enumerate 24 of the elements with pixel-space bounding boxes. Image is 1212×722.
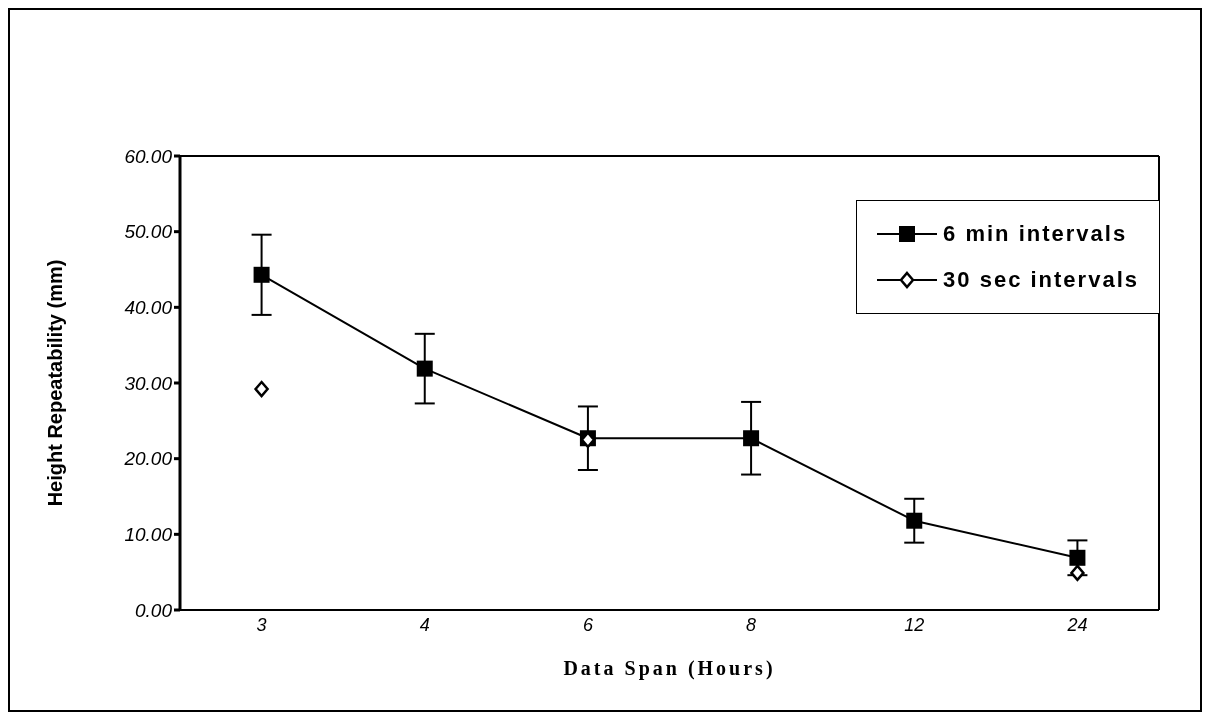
point bbox=[1070, 564, 1085, 582]
y-tick-label: 40.00 bbox=[124, 297, 173, 319]
y-tick-label: 60.00 bbox=[124, 145, 173, 167]
point bbox=[253, 266, 270, 283]
legend-label: 30 sec intervals bbox=[943, 267, 1139, 293]
y-tick-label: 30.00 bbox=[124, 372, 173, 394]
x-tick-label: 3 bbox=[256, 614, 267, 635]
y-tick-label: 10.00 bbox=[124, 524, 173, 546]
point bbox=[416, 360, 433, 377]
point bbox=[1069, 549, 1086, 566]
y-tick-label: 50.00 bbox=[124, 221, 173, 243]
point bbox=[906, 512, 923, 529]
x-axis-title: Data Span (Hours) bbox=[563, 657, 776, 680]
x-tick-label: 24 bbox=[1066, 614, 1088, 635]
legend-label: 6 min intervals bbox=[943, 221, 1128, 247]
y-tick-label: 20.00 bbox=[123, 448, 173, 470]
point bbox=[743, 430, 760, 447]
y-tick-label: 0.00 bbox=[135, 599, 173, 621]
x-tick-label: 12 bbox=[904, 614, 925, 635]
x-tick-label: 6 bbox=[582, 614, 594, 635]
y-axis-title: Height Repeatability (mm) bbox=[44, 259, 67, 507]
x-tick-label: 8 bbox=[746, 614, 757, 635]
point bbox=[254, 380, 269, 398]
x-tick-label: 4 bbox=[419, 614, 430, 635]
